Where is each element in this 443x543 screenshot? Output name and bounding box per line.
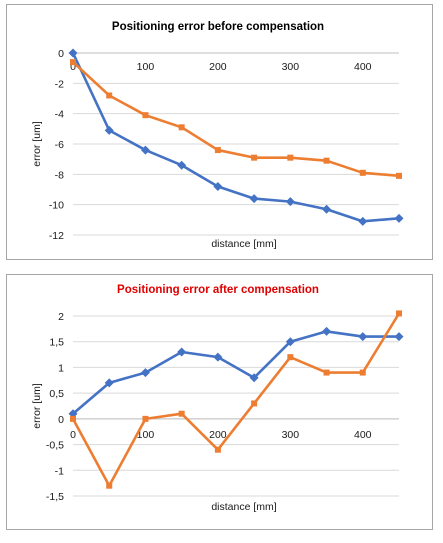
data-point [214, 446, 221, 453]
data-point [142, 415, 149, 422]
data-point [394, 213, 404, 223]
y-axis-label: error [um] [31, 121, 43, 167]
y-tick-label: -1,5 [46, 491, 64, 503]
x-tick-label: 100 [137, 61, 155, 73]
y-tick-label: 0,5 [49, 388, 64, 400]
x-tick-label: 400 [354, 429, 372, 441]
x-tick-label: 300 [282, 429, 300, 441]
x-tick-label: 300 [282, 61, 300, 73]
y-tick-label: -12 [49, 230, 64, 242]
x-tick-label: 100 [137, 429, 155, 441]
y-tick-label: 0 [58, 48, 64, 60]
data-point [213, 352, 223, 362]
data-point [70, 59, 76, 66]
series-line [72, 330, 399, 415]
data-point [396, 310, 402, 317]
data-point [214, 147, 221, 154]
data-point [323, 157, 330, 164]
chart-after-compensation: Positioning error after compensation 2 1,5… [6, 274, 433, 530]
x-axis-label: distance [mm] [211, 501, 276, 513]
x-tick-label: 0 [70, 429, 76, 441]
data-point [68, 48, 78, 58]
data-point [359, 169, 366, 176]
data-point [104, 378, 114, 388]
data-point [394, 332, 404, 342]
data-point [140, 368, 150, 378]
x-tick-label: 400 [354, 61, 372, 73]
x-tick-label: 200 [209, 429, 227, 441]
x-tick-label: 200 [209, 61, 227, 73]
data-point [322, 326, 332, 336]
x-tick-label: 0 [70, 61, 76, 73]
chart-title: Positioning error after compensation [117, 284, 319, 296]
data-point [142, 112, 149, 119]
data-point [285, 337, 295, 347]
y-tick-label: 2 [58, 311, 64, 323]
data-point [106, 482, 113, 489]
data-point [358, 216, 368, 226]
y-tick-label: -6 [55, 139, 64, 151]
data-point [251, 400, 258, 407]
data-point [287, 154, 294, 161]
data-point [140, 145, 150, 155]
chart-before-compensation: Positioning error before compensation 0 -2… [6, 4, 433, 260]
y-tick-label: -10 [49, 200, 64, 212]
data-point [68, 409, 78, 419]
data-point [287, 354, 294, 361]
data-point [213, 181, 223, 191]
chart-after-svg: Positioning error after compensation 2 1,5… [31, 284, 404, 513]
y-tick-label: -4 [55, 109, 64, 121]
data-point [104, 125, 114, 135]
y-tick-label: -0,5 [46, 440, 64, 452]
chart-title: Positioning error before compensation [112, 21, 324, 33]
data-point [106, 92, 113, 99]
y-axis-label: error [um] [31, 383, 43, 429]
y-tick-label: -2 [55, 78, 64, 90]
data-point [70, 415, 76, 422]
data-point [396, 172, 402, 179]
data-point [178, 124, 185, 131]
data-point [359, 369, 366, 376]
data-point [322, 204, 332, 214]
data-point [251, 154, 258, 161]
data-point [285, 197, 295, 207]
data-point [177, 160, 187, 170]
x-axis-label: distance [mm] [211, 238, 276, 250]
y-tick-label: 1 [58, 362, 64, 374]
y-tick-label: -1 [55, 465, 64, 477]
data-point [178, 410, 185, 417]
data-point [249, 194, 259, 204]
series-line [71, 52, 400, 223]
data-point [323, 369, 330, 376]
y-tick-label: -8 [55, 169, 64, 181]
data-point [249, 373, 259, 383]
chart-before-svg: Positioning error before compensation 0 -2… [31, 21, 404, 250]
series-line [71, 312, 401, 488]
data-point [358, 332, 368, 342]
data-point [177, 347, 187, 357]
y-tick-label: 1,5 [49, 337, 64, 349]
y-tick-label: 0 [58, 414, 64, 426]
series-line [72, 61, 400, 178]
